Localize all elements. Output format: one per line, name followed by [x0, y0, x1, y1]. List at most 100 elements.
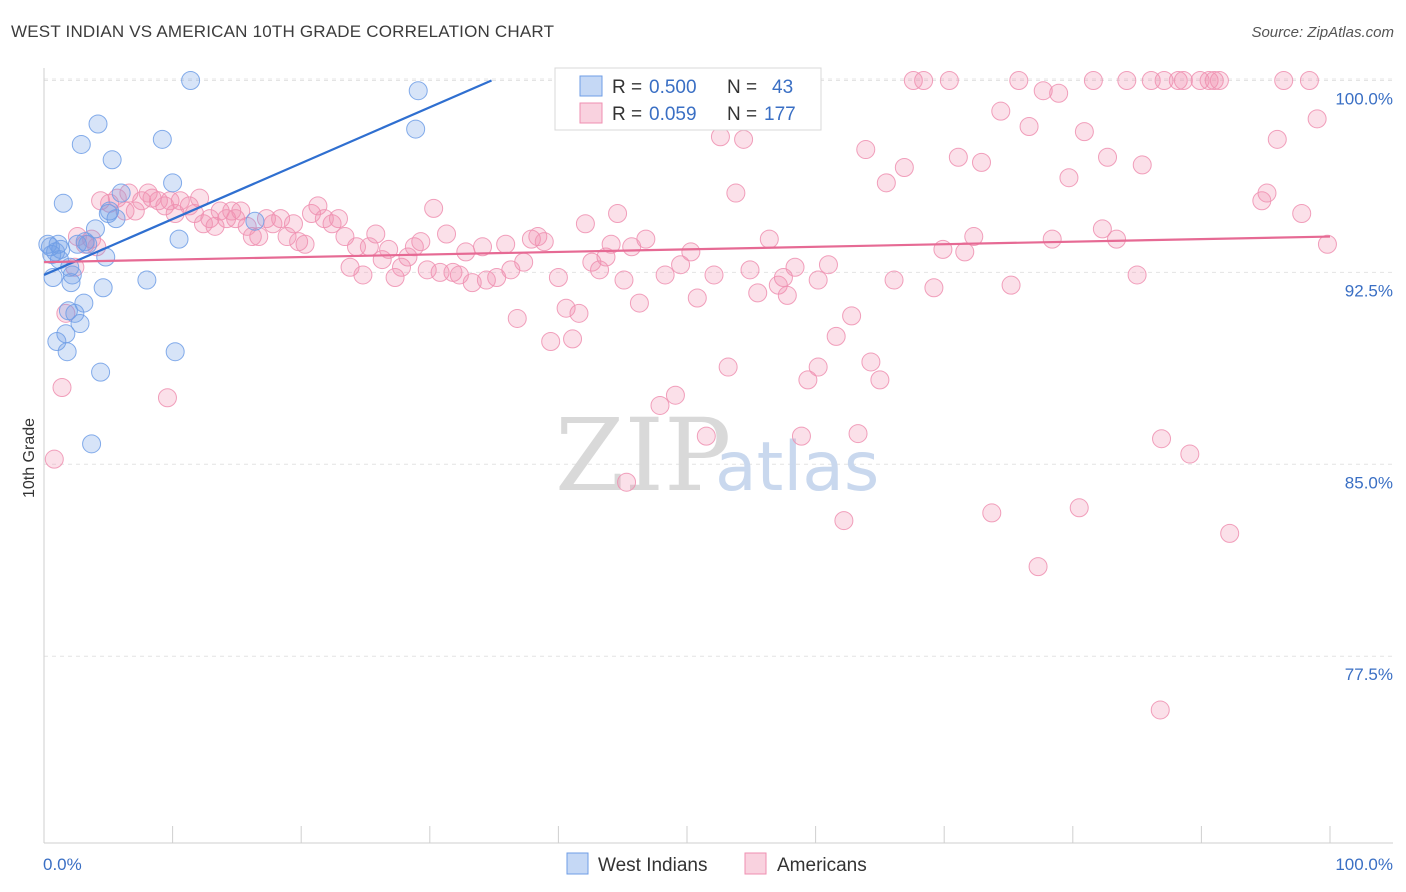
americans-point: [277, 227, 297, 247]
y-axis-label: 10th Grade: [21, 418, 38, 498]
americans-point: [876, 173, 896, 193]
west-indians-point: [78, 234, 98, 254]
americans-point: [1083, 70, 1103, 90]
stats-r-label-americans: R =: [612, 104, 642, 125]
americans-point: [575, 214, 595, 234]
west-indians-point: [51, 239, 71, 259]
watermark-atlas: atlas: [715, 428, 879, 507]
americans-point: [528, 227, 548, 247]
americans-point: [322, 214, 342, 234]
americans-point: [52, 378, 72, 398]
americans-point: [385, 268, 405, 287]
americans-point: [398, 247, 418, 267]
stats-n-value-americans: 177: [764, 104, 796, 125]
americans-point: [496, 234, 516, 254]
americans-point: [1028, 557, 1048, 577]
west-indians-point: [163, 173, 183, 193]
americans-point: [295, 234, 315, 254]
x-tick-label-max: 100.0%: [1335, 855, 1393, 874]
americans-point: [681, 242, 701, 262]
americans-point: [411, 232, 431, 252]
chart-source: Source: ZipAtlas.com: [1251, 24, 1394, 41]
americans-point: [1274, 70, 1294, 90]
americans-point: [870, 370, 890, 390]
west-indians-point: [82, 434, 102, 454]
west-indians-point: [48, 234, 68, 254]
stats-r-value-americans: 0.059: [649, 104, 697, 125]
americans-point: [437, 224, 457, 244]
stats-n-label-west-indians: N =: [727, 77, 757, 98]
chart-title: WEST INDIAN VS AMERICAN 10TH GRADE CORRE…: [11, 22, 555, 41]
legend-label-americans: Americans: [777, 855, 867, 876]
americans-point: [1117, 70, 1137, 90]
west-indians-point: [111, 183, 131, 203]
americans-point: [473, 237, 493, 257]
americans-point: [903, 70, 923, 90]
americans-point: [1074, 122, 1094, 142]
americans-point: [366, 224, 386, 244]
americans-point: [718, 357, 738, 377]
americans-point: [608, 204, 628, 224]
americans-point: [629, 293, 649, 313]
west-indians-point: [91, 362, 111, 382]
y-tick-label: 92.5%: [1345, 281, 1393, 300]
americans-point: [617, 472, 637, 492]
americans-point: [1150, 700, 1170, 720]
americans-point: [1173, 70, 1193, 90]
americans-point: [939, 70, 959, 90]
west-indians-point: [88, 114, 108, 134]
americans-point: [1033, 81, 1053, 101]
americans-point: [1069, 498, 1089, 518]
west-indians-point: [57, 342, 77, 362]
americans-point: [379, 239, 399, 259]
stats-legend-box: [554, 67, 822, 131]
americans-point: [1154, 70, 1174, 90]
stats-n-label-americans: N =: [727, 104, 757, 125]
americans-point: [548, 268, 568, 287]
west-indians-point: [70, 314, 90, 334]
americans-point: [242, 227, 262, 247]
stats-legend: R = 0.500 N = 43 R = 0.059 N = 177: [554, 67, 822, 131]
west-indians-point: [53, 193, 73, 213]
americans-point: [734, 129, 754, 149]
west-indians-point: [152, 129, 172, 149]
americans-point: [1204, 70, 1224, 90]
americans-point: [507, 308, 527, 328]
americans-point: [1299, 70, 1319, 90]
americans-point: [1042, 229, 1062, 249]
americans-point: [1001, 275, 1021, 295]
americans-point: [861, 352, 881, 372]
americans-point: [1098, 147, 1118, 167]
americans-point: [125, 201, 145, 221]
west-indians-point: [406, 119, 426, 139]
americans-point: [665, 385, 685, 405]
series-legend: West Indians Americans: [566, 852, 867, 876]
americans-point: [1317, 234, 1337, 254]
americans-point: [569, 303, 589, 323]
trend-line-west-indians: [43, 79, 492, 276]
x-tick-label-min: 0.0%: [43, 855, 82, 874]
americans-point: [826, 326, 846, 346]
west-indians-point: [85, 219, 105, 239]
watermark: ZIP atlas: [555, 397, 879, 514]
americans-point: [808, 270, 828, 290]
americans-point: [856, 140, 876, 160]
grid-lines: [44, 78, 1393, 657]
west-indians-point: [38, 234, 58, 254]
west-indians-point: [71, 134, 91, 154]
americans-point: [193, 214, 213, 234]
americans-point: [991, 101, 1011, 121]
americans-point: [138, 183, 158, 203]
y-tick-label: 100.0%: [1335, 89, 1393, 108]
americans-point: [1127, 265, 1147, 285]
americans-point: [650, 395, 670, 415]
americans-point: [687, 288, 707, 308]
americans-point: [1292, 204, 1312, 224]
americans-point: [1307, 109, 1327, 129]
americans-point: [1168, 70, 1188, 90]
americans-point: [1059, 168, 1079, 188]
west-indians-point: [408, 81, 428, 101]
stats-swatch-west-indians: [579, 75, 603, 97]
americans-point: [759, 229, 779, 249]
